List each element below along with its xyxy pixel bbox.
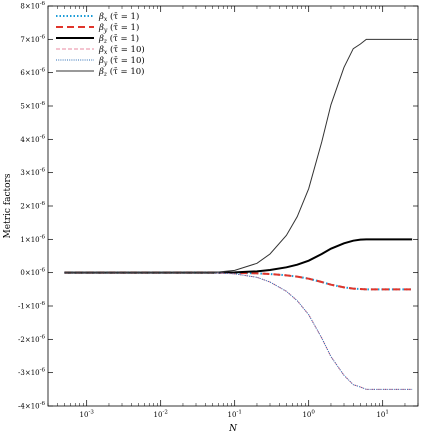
y-tick-label: 5×10-6 <box>20 101 45 111</box>
series-line-5 <box>64 38 413 274</box>
y-tick-label: 1×10-6 <box>20 234 45 244</box>
y-tick-label: -4×10-6 <box>18 401 45 411</box>
legend-label-0: βx (τ̄ = 1) <box>98 11 139 23</box>
x-tick-label: 100 <box>302 410 315 420</box>
x-tick-label: 10-2 <box>154 410 168 420</box>
y-tick-label: 3×10-6 <box>20 168 45 178</box>
y-tick-label: 2×10-6 <box>20 201 45 211</box>
legend-label-5: βz (τ̄ = 10) <box>98 66 144 78</box>
y-tick-label: -3×10-6 <box>18 368 45 378</box>
y-tick-label: 6×10-6 <box>20 68 45 78</box>
legend-label-4: βy (τ̄ = 10) <box>98 55 145 67</box>
legend-label-1: βy (τ̄ = 1) <box>98 22 139 34</box>
plot-area <box>47 5 419 407</box>
x-tick-label: 10-3 <box>80 410 95 420</box>
y-tick-label: -2×10-6 <box>18 334 45 344</box>
y-tick-label: -1×10-6 <box>18 301 45 311</box>
legend-label-3: βx (τ̄ = 10) <box>98 44 145 56</box>
y-tick-label: 4×10-6 <box>20 134 45 144</box>
x-tick-label: 10-1 <box>228 410 242 420</box>
y-axis-label: Metric factors <box>3 173 13 238</box>
legend-label-2: βz (τ̄ = 1) <box>98 33 139 45</box>
legend: βx (τ̄ = 1)βy (τ̄ = 1)βz (τ̄ = 1)βx (τ̄ … <box>56 11 145 78</box>
axis-layer: 10-3 10-2 10-1 100 101 8×10-6 7×10-6 6×10-6 5×10… <box>18 1 419 420</box>
x-tick-label: 101 <box>376 410 388 420</box>
series-line-4 <box>64 272 413 390</box>
x-axis-label: N <box>228 424 238 434</box>
y-tick-label: 0×10-6 <box>20 268 45 278</box>
y-tick-label: 8×10-6 <box>20 1 45 11</box>
y-tick-label: 7×10-6 <box>20 34 45 44</box>
series-layer <box>64 38 413 390</box>
